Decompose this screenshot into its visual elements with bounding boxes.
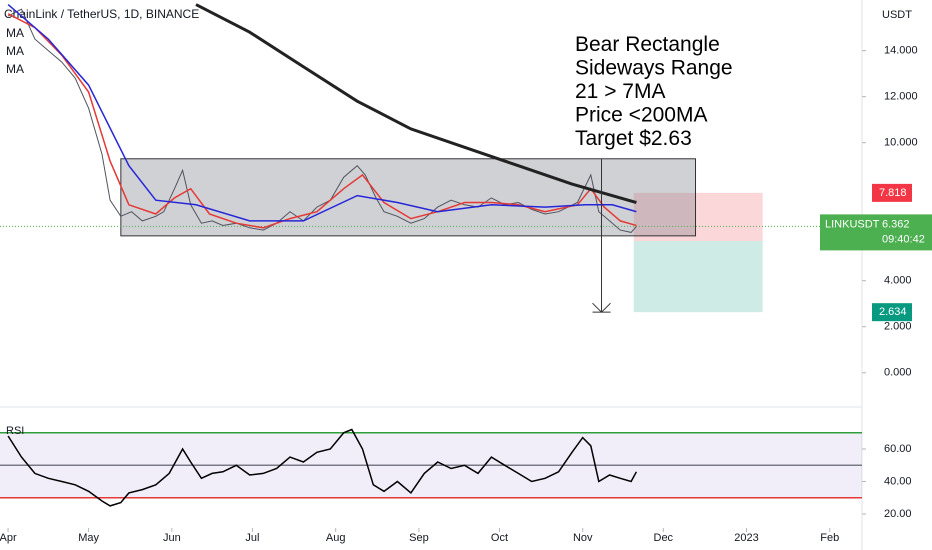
legend-entry: MA (6, 62, 24, 76)
series-line (7, 428, 638, 507)
y-tick-label: 20.00 (884, 508, 912, 520)
annotation: Target $2.63 (575, 127, 692, 150)
x-tick-label: Sep (409, 532, 429, 544)
x-tick-label: Oct (491, 532, 508, 544)
arrow-head (592, 302, 611, 313)
currency-label: USDT (882, 9, 912, 21)
rsi-label: RSI (6, 425, 24, 437)
y-tick-label: 14.000 (884, 45, 918, 57)
series-line (7, 8, 637, 233)
y-tick-label: 0.000 (884, 367, 912, 379)
annotation: Bear Rectangle (575, 33, 720, 56)
range-rectangle (120, 158, 697, 237)
y-tick-label: 12.000 (884, 91, 918, 103)
stop-zone (633, 192, 763, 241)
stop-label-bg (872, 183, 912, 202)
x-tick-label: Dec (654, 532, 674, 544)
target-label: 2.634 (879, 306, 907, 318)
x-tick-label: Jul (245, 532, 259, 544)
y-tick-label: 10.000 (884, 137, 918, 149)
legend-entry: MA (6, 44, 24, 58)
y-tick-label: 2.000 (884, 321, 912, 333)
x-tick-label: May (78, 532, 99, 544)
y-tick-label: 4.000 (884, 275, 912, 287)
x-tick-label: 2023 (734, 532, 758, 544)
stop-label: 7.818 (879, 187, 907, 199)
target-label-bg (872, 303, 912, 322)
last-price-bg (820, 214, 932, 251)
series-line (7, 13, 637, 229)
series-line (195, 3, 637, 204)
annotation: 21 > 7MA (575, 80, 665, 103)
last-price-value: 6.362 (882, 218, 910, 230)
countdown: 09:40:42 (882, 233, 925, 245)
annotation: Price <200MA (575, 104, 707, 127)
y-tick-label: 60.00 (884, 443, 912, 455)
annotation: Sideways Range (575, 57, 733, 80)
x-tick-label: Apr (0, 532, 17, 544)
last-price-name: LINKUSDT (825, 218, 880, 230)
x-tick-label: Nov (573, 532, 593, 544)
x-tick-label: Feb (820, 532, 839, 544)
series-line (7, 4, 637, 222)
y-tick-label: 40.00 (884, 475, 912, 487)
x-tick-label: Aug (326, 532, 346, 544)
target-zone (633, 240, 763, 313)
legend-entry: MA (6, 26, 24, 40)
x-tick-label: Jun (163, 532, 181, 544)
chart-title: ChainLink / TetherUS, 1D, BINANCE (4, 7, 199, 21)
